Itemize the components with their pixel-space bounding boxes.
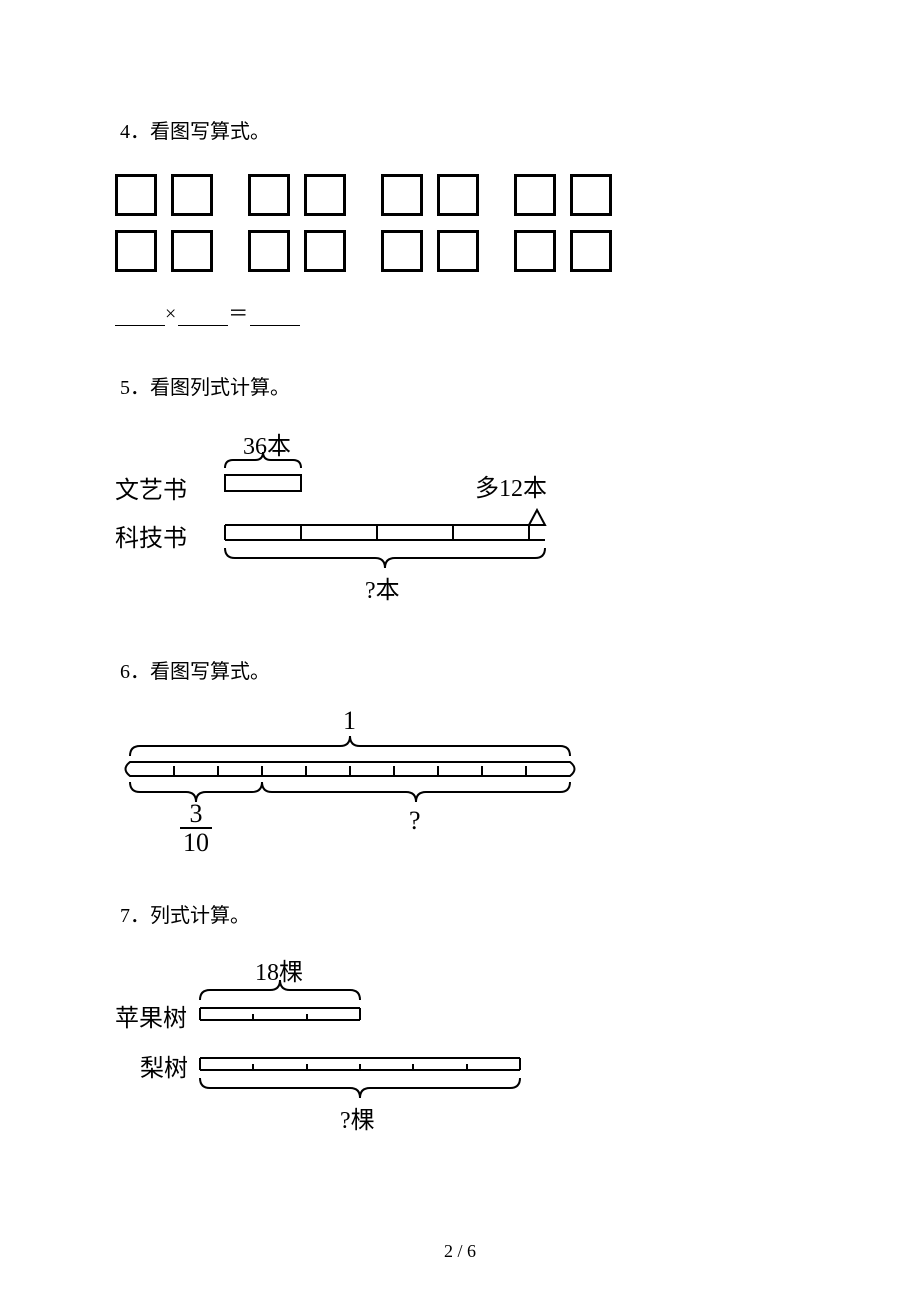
q6-fraction: 3 10 bbox=[180, 802, 212, 855]
question-6: 6．看图写算式。 1 bbox=[120, 655, 800, 854]
square-group bbox=[514, 174, 612, 272]
equals-operator: ＝ bbox=[228, 303, 250, 325]
square-group bbox=[248, 174, 346, 272]
square bbox=[248, 230, 290, 272]
q5-title-text: 看图列式计算。 bbox=[150, 377, 290, 399]
question-7-title: 7．列式计算。 bbox=[120, 899, 800, 928]
q6-diagram: 1 3 10 ? bbox=[115, 714, 585, 854]
q7-value-18: 18棵 bbox=[255, 952, 303, 987]
q7-title-text: 列式计算。 bbox=[150, 905, 250, 927]
square bbox=[381, 174, 423, 216]
q6-numerator: 3 bbox=[190, 799, 203, 828]
q4-squares-grid bbox=[115, 174, 800, 272]
question-4: 4．看图写算式。 × ＝ bbox=[120, 115, 800, 326]
q7-label-row2: 梨树 bbox=[140, 1048, 188, 1083]
q6-number: 6． bbox=[120, 661, 150, 683]
q6-total-label: 1 bbox=[343, 706, 356, 736]
q6-title-text: 看图写算式。 bbox=[150, 661, 270, 683]
question-5-title: 5．看图列式计算。 bbox=[120, 371, 800, 400]
q4-number: 4． bbox=[120, 121, 150, 143]
q5-label-row1: 文艺书 bbox=[115, 470, 187, 505]
q4-title-text: 看图写算式。 bbox=[150, 121, 270, 143]
square bbox=[381, 230, 423, 272]
question-7: 7．列式计算。 bbox=[120, 899, 800, 1148]
q6-denominator: 10 bbox=[183, 828, 209, 857]
square-group bbox=[115, 174, 213, 272]
q5-label-row2: 科技书 bbox=[115, 518, 187, 553]
blank[interactable] bbox=[250, 325, 300, 326]
square bbox=[304, 230, 346, 272]
question-4-title: 4．看图写算式。 bbox=[120, 115, 800, 144]
q7-question-label: ?棵 bbox=[340, 1100, 375, 1135]
square bbox=[570, 230, 612, 272]
square bbox=[437, 230, 479, 272]
blank[interactable] bbox=[115, 325, 165, 326]
square bbox=[437, 174, 479, 216]
q5-number: 5． bbox=[120, 377, 150, 399]
square bbox=[304, 174, 346, 216]
q7-label-row1: 苹果树 bbox=[115, 998, 187, 1033]
question-6-title: 6．看图写算式。 bbox=[120, 655, 800, 684]
page-number: 2 / 6 bbox=[0, 1241, 920, 1262]
q5-question-label: ?本 bbox=[365, 570, 400, 605]
square bbox=[115, 230, 157, 272]
q7-number: 7． bbox=[120, 905, 150, 927]
q7-diagram: 18棵 苹果树 梨树 ?棵 bbox=[115, 958, 585, 1148]
square bbox=[171, 174, 213, 216]
square-group bbox=[381, 174, 479, 272]
square bbox=[171, 230, 213, 272]
question-5: 5．看图列式计算。 36本 文艺书 多12本 科 bbox=[120, 371, 800, 610]
q6-part2-label: ? bbox=[409, 806, 421, 836]
square bbox=[115, 174, 157, 216]
blank[interactable] bbox=[178, 325, 228, 326]
multiply-operator: × bbox=[165, 303, 178, 325]
q5-diagram: 36本 文艺书 多12本 科技书 ?本 bbox=[115, 430, 575, 610]
q5-value-36: 36本 bbox=[243, 426, 291, 461]
square bbox=[514, 230, 556, 272]
q5-extra-label: 多12本 bbox=[475, 468, 547, 503]
square bbox=[570, 174, 612, 216]
square bbox=[514, 174, 556, 216]
square bbox=[248, 174, 290, 216]
q4-equation: ×＝ bbox=[115, 297, 800, 326]
